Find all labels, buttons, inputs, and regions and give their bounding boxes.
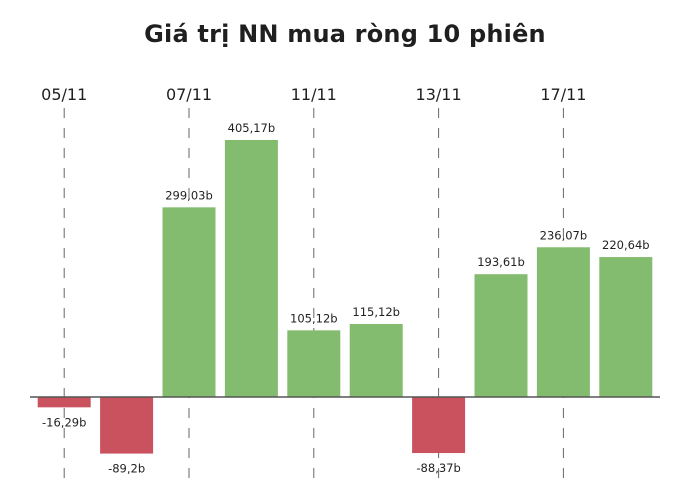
bar-value-label: 105,12b (290, 311, 338, 325)
bar (224, 140, 278, 397)
bar (599, 257, 653, 397)
bar (349, 323, 403, 397)
x-tick-label: 07/11 (166, 85, 212, 104)
chart-title: Giá trị NN mua ròng 10 phiên (144, 20, 546, 48)
bar-value-label: 193,61b (477, 255, 525, 269)
x-tick-labels: 05/11 07/11 11/11 13/11 17/11 (41, 85, 586, 104)
x-tick-label: 17/11 (540, 85, 586, 104)
bar-value-label: -88,37b (416, 461, 460, 475)
bar-value-label: 220,64b (602, 238, 650, 252)
bar-value-label: 299,03b (165, 188, 213, 202)
bar (162, 207, 216, 397)
bar (412, 397, 466, 454)
x-tick-label: 05/11 (41, 85, 87, 104)
bar (536, 247, 590, 397)
bar (287, 330, 341, 397)
bar-value-label: 236,07b (540, 228, 588, 242)
bar (100, 397, 154, 454)
x-tick-label: 13/11 (416, 85, 462, 104)
bars (37, 140, 653, 454)
bar (37, 397, 91, 408)
bar-value-label: -16,29b (42, 415, 86, 429)
bar-value-label: 405,17b (228, 121, 276, 135)
bar-value-label: 115,12b (352, 305, 400, 319)
value-labels: -16,29b -89,2b 299,03b 405,17b 105,12b 115,12… (42, 121, 650, 476)
bar-value-label: -89,2b (108, 462, 145, 476)
x-tick-label: 11/11 (291, 85, 337, 104)
bar (474, 274, 528, 397)
